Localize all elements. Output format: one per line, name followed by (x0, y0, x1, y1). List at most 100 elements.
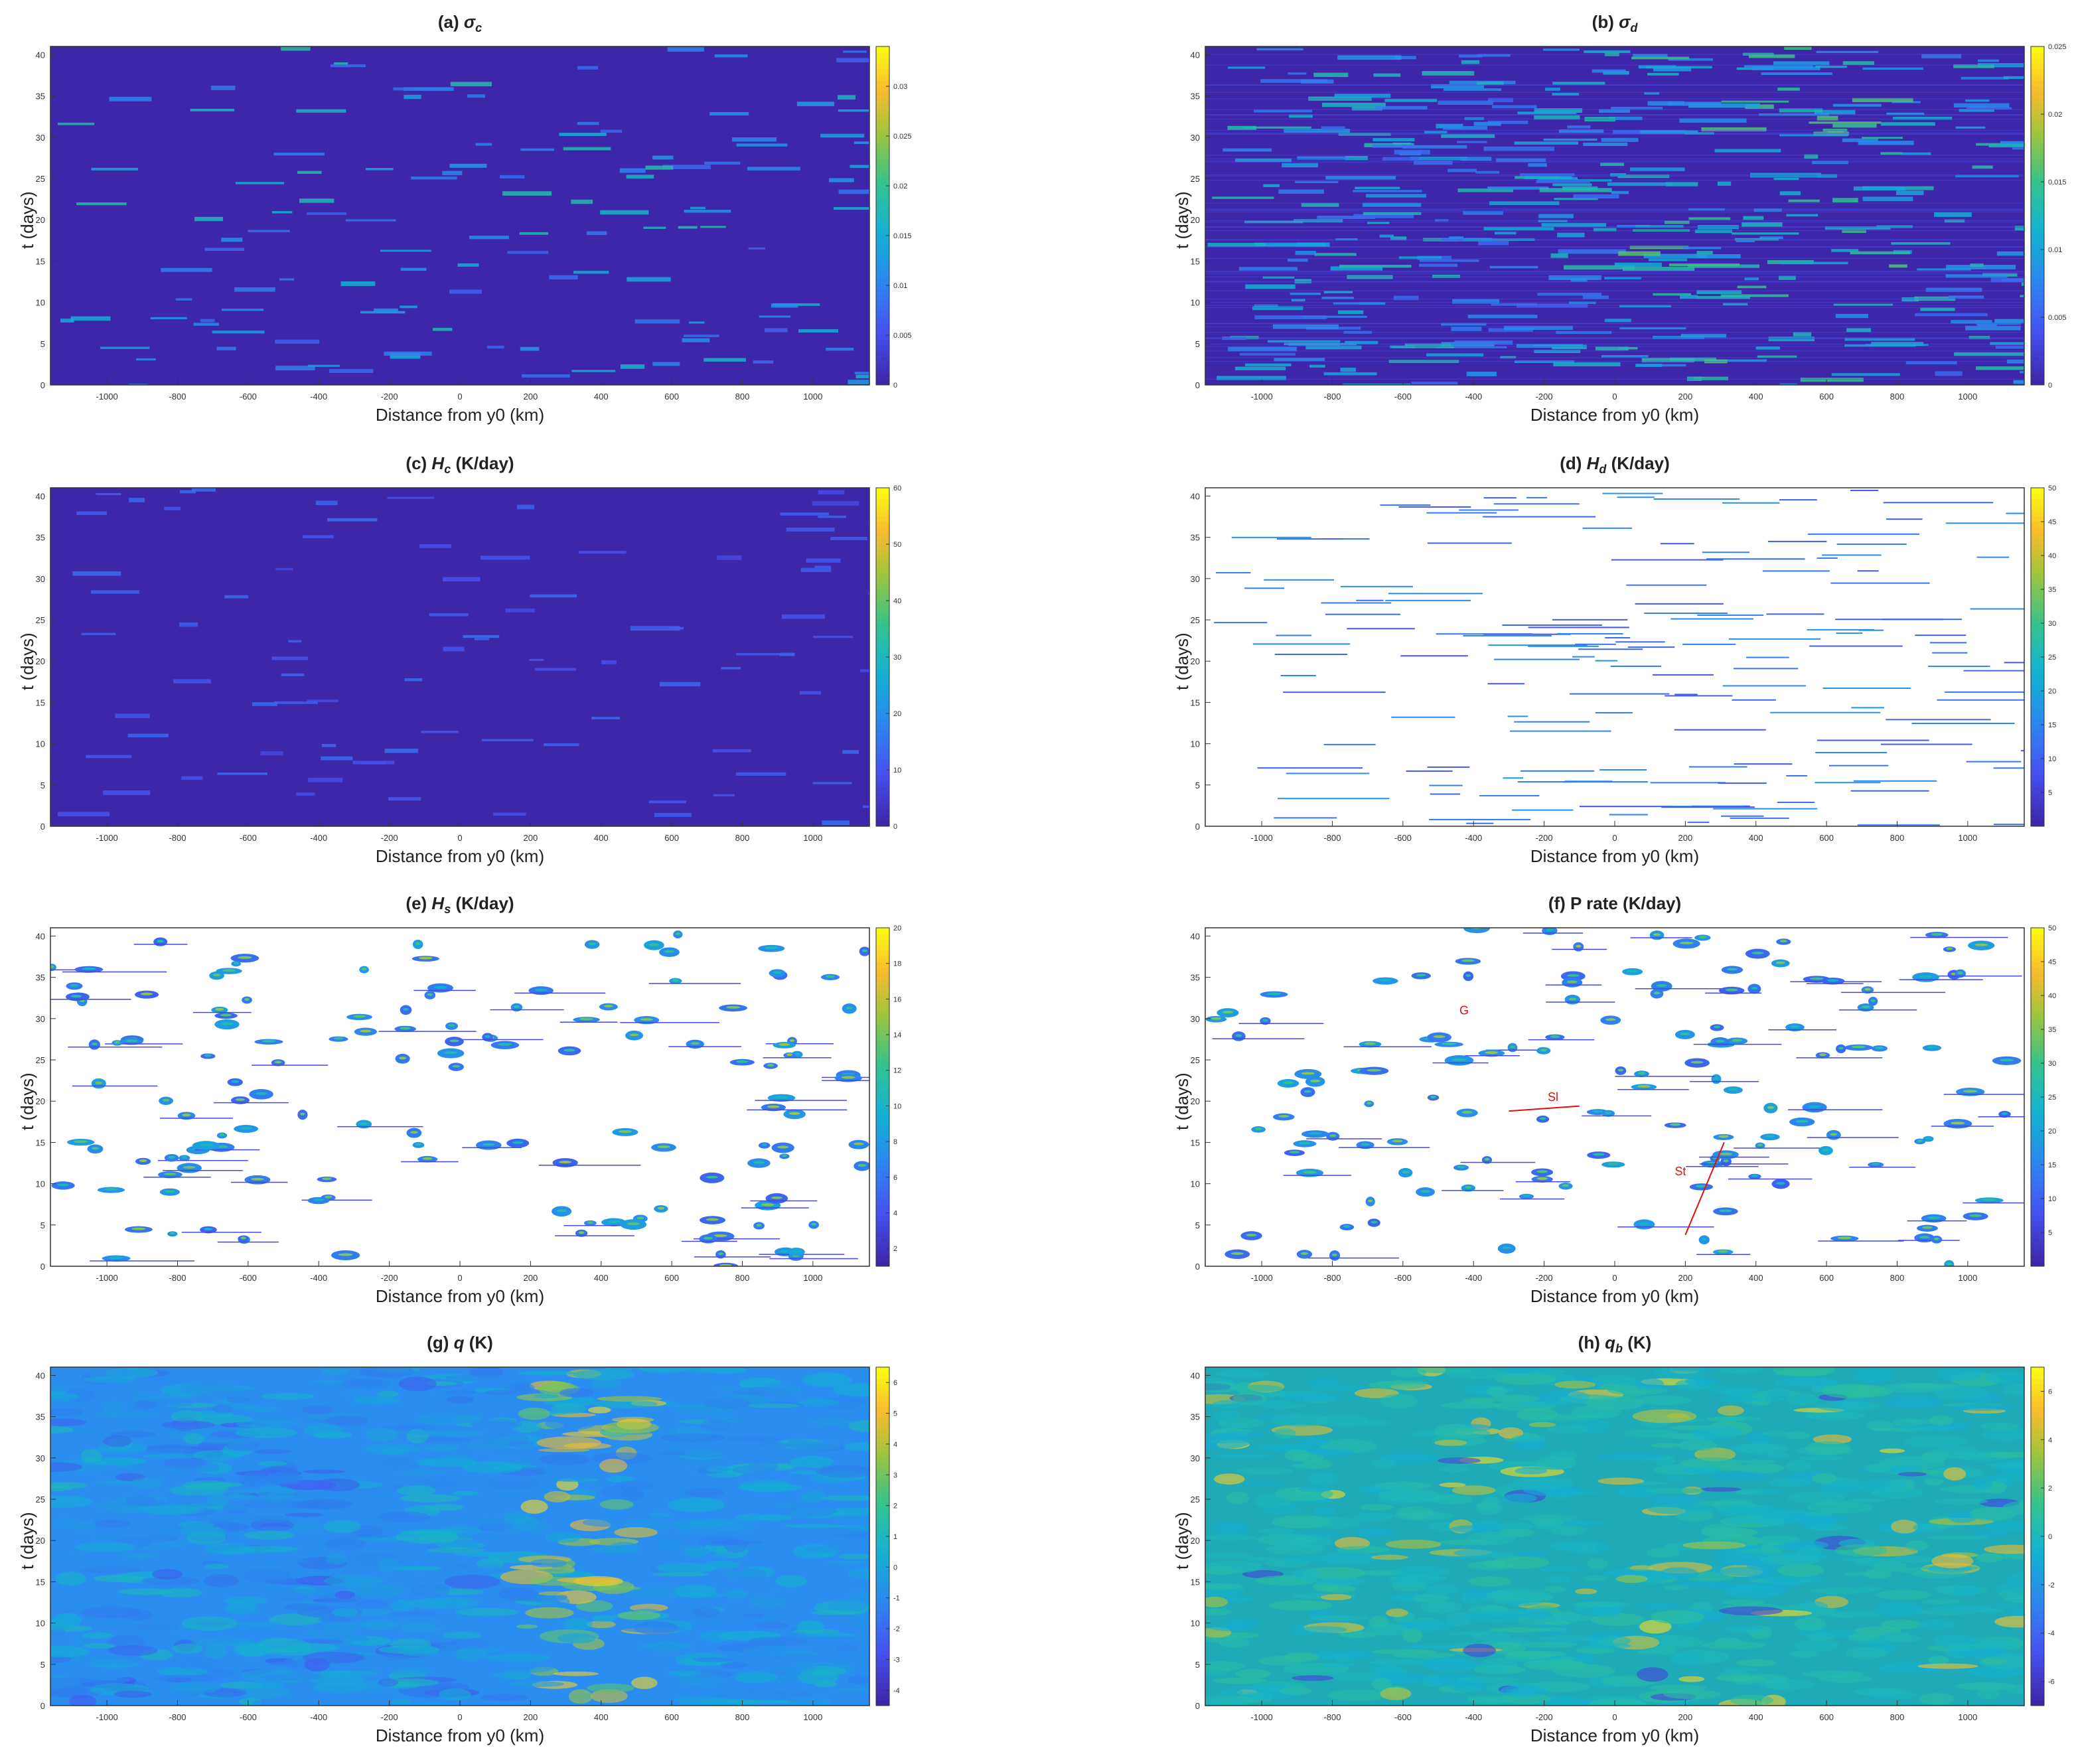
x-tick-label: 0 (1612, 1712, 1617, 1722)
cell (96, 493, 121, 496)
cell-trail (1339, 1147, 1430, 1148)
cell (1528, 626, 1629, 628)
cell (1978, 59, 2000, 62)
cell-core (1420, 1190, 1430, 1193)
cell (1951, 320, 1992, 324)
cell (1714, 149, 1781, 153)
cell (659, 1607, 703, 1621)
colorbar-segment (2031, 46, 2044, 52)
cell (796, 102, 835, 107)
cell-core (767, 1105, 780, 1108)
cell-trail (1840, 992, 1945, 993)
cell (859, 669, 869, 672)
cell (710, 1552, 735, 1559)
y-tick-label: 30 (36, 1453, 45, 1463)
colorbar-segment (2031, 1463, 2044, 1469)
colorbar-segment (2031, 351, 2044, 357)
cell-core (170, 1232, 175, 1235)
cell (1665, 695, 1733, 697)
colorbar-segment (876, 1046, 889, 1053)
cell (828, 1599, 867, 1613)
cell (1313, 72, 1349, 78)
cell (285, 1512, 324, 1517)
cell (1886, 1691, 1917, 1700)
colorbar-segment (876, 804, 889, 810)
colorbar-segment (876, 1091, 889, 1098)
cell (788, 1441, 842, 1451)
y-tick-label: 30 (36, 133, 45, 143)
cell (1528, 163, 1547, 167)
cell-core (512, 1141, 524, 1144)
cell (1266, 1544, 1324, 1556)
cell-core (1695, 1185, 1708, 1188)
cell (1598, 1384, 1623, 1390)
colorbar-segment (2031, 159, 2044, 165)
colorbar-segment (876, 272, 889, 278)
cell (2020, 295, 2024, 298)
cell (667, 47, 704, 52)
x-tick-label: -400 (1465, 392, 1482, 402)
colorbar-segment (876, 1018, 889, 1024)
cell (828, 178, 854, 183)
cell (50, 1387, 76, 1392)
cell (1314, 253, 1357, 256)
cell-trail (252, 1065, 329, 1066)
cell (493, 812, 526, 816)
colorbar-segment (2031, 1080, 2044, 1086)
cell (313, 1478, 360, 1492)
cell (666, 1497, 725, 1512)
cell (50, 1426, 74, 1433)
x-tick-label: 600 (1819, 392, 1834, 402)
cell (1615, 1575, 1648, 1583)
cell-core (324, 1195, 333, 1199)
heatmap-h: -1000 -800 -600 -400 -200 0 200 400 600 800 100005… (1191, 1366, 2055, 1722)
cell-core (789, 1039, 795, 1042)
colorbar-segment (876, 1074, 889, 1080)
colorbar-segment (2031, 1210, 2044, 1216)
cell (155, 1674, 218, 1682)
cell (652, 155, 674, 160)
cell-trail (462, 1147, 522, 1149)
cell (1457, 188, 1514, 192)
cell (1903, 1435, 1967, 1448)
colorbar-segment (2031, 1609, 2044, 1616)
x-tick-label: -200 (381, 1712, 398, 1722)
cell-core (841, 1076, 855, 1079)
cell (181, 776, 203, 780)
cell (1238, 267, 1298, 271)
cell (1390, 1574, 1442, 1585)
cell (1732, 699, 1776, 701)
cell (442, 171, 463, 176)
colorbar-segment (876, 227, 889, 233)
cell (1319, 1662, 1355, 1667)
cell (1372, 137, 1415, 142)
cell (704, 1560, 740, 1570)
cell (1584, 50, 1631, 53)
cell (1276, 538, 1344, 540)
cell (1479, 795, 1540, 797)
cell-core (1343, 1225, 1351, 1228)
cell (1779, 383, 1797, 385)
cell (1245, 363, 1292, 366)
colorbar-segment (876, 933, 889, 940)
cell (1757, 355, 1797, 358)
cell (755, 1622, 790, 1629)
cell (1215, 572, 1251, 574)
cell (1969, 1507, 2016, 1521)
cell (509, 1382, 535, 1395)
cell (1526, 496, 1548, 498)
cell (246, 1558, 311, 1564)
cell (1570, 278, 1588, 282)
cell (1447, 1367, 1507, 1380)
colorbar-segment (876, 221, 889, 228)
x-tick-label: 800 (735, 833, 750, 843)
colorbar-segment (2031, 1480, 2044, 1486)
cell-trail (1849, 1167, 1916, 1168)
colorbar-segment (876, 1581, 889, 1587)
colorbar-segment (2031, 601, 2044, 607)
y-tick-label: 35 (36, 92, 45, 102)
cell-trail (1768, 1029, 1837, 1031)
cell (180, 1525, 224, 1536)
cell (830, 536, 867, 541)
cell (124, 1554, 157, 1559)
